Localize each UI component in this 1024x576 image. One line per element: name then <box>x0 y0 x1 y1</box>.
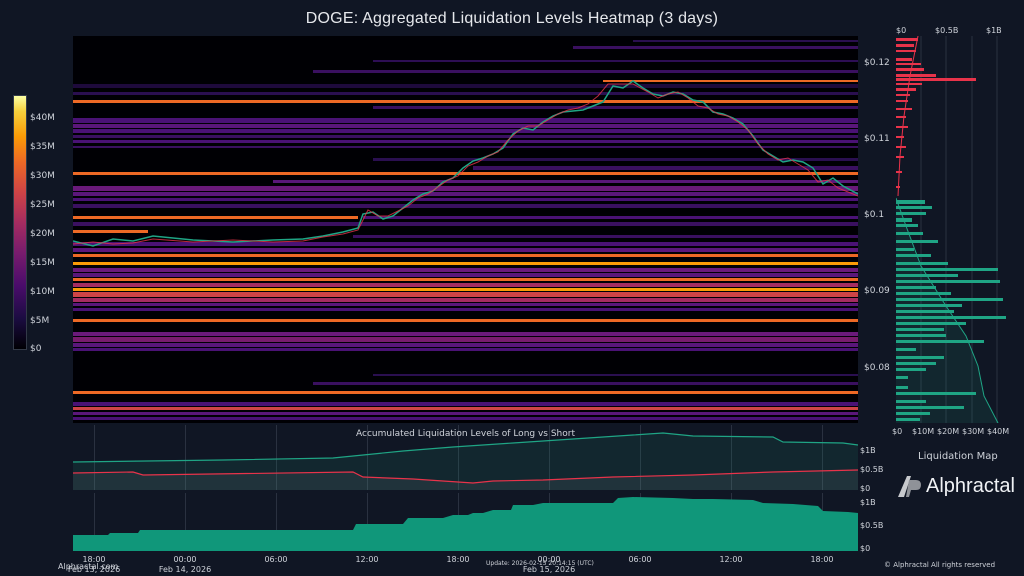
time-axis-label: 18:00 Feb 13, 2026 <box>67 555 121 574</box>
alphractal-logo-icon <box>898 476 921 497</box>
chart-title: DOGE: Aggregated Liquidation Levels Heat… <box>305 10 719 27</box>
colorbar-label: $15M <box>30 258 55 268</box>
colorbar-label: $25M <box>30 200 55 210</box>
accumulated-axis-label: $1B <box>860 446 876 455</box>
total-liquidation-panel[interactable] <box>73 493 858 551</box>
update-timestamp: Update: 2026-02-15 20:14:15 (UTC) <box>486 560 594 567</box>
colorbar-label: $30M <box>30 171 55 181</box>
liquidation-map-bars <box>895 35 1006 424</box>
accumulated-axis-label: $0.5B <box>860 465 884 474</box>
copyright: © Alphractal All rights reserved <box>884 561 996 569</box>
brand-name: Alphractal <box>926 474 1015 497</box>
total-liquidation-area <box>73 497 858 551</box>
colorbar <box>13 95 27 350</box>
time-axis-label: 06:00 <box>264 555 288 564</box>
liqmap-bottom-axis-label: $0 <box>892 427 903 436</box>
liquidation-heatmap[interactable] <box>73 36 858 423</box>
time-axis-label: 00:00 Feb 15, 2026 <box>522 555 576 574</box>
liquidation-map-chart[interactable] <box>895 35 1008 424</box>
time-axis-label: 18:00 <box>446 555 470 564</box>
liqmap-bottom-axis-label: $10M <box>912 427 935 436</box>
time-axis-label: 12:00 <box>355 555 379 564</box>
colorbar-label: $10M <box>30 287 55 297</box>
liquidation-map-title: Liquidation Map <box>918 451 998 462</box>
time-axis-label: 12:00 <box>719 555 743 564</box>
time-axis-label: 18:00 <box>810 555 834 564</box>
liqmap-top-axis-label: $0.5B <box>935 26 959 35</box>
time-axis-label: 00:00 Feb 14, 2026 <box>158 555 212 574</box>
accumulated-liquidation-panel[interactable]: Accumulated Liquidation Levels of Long v… <box>73 425 858 490</box>
total-axis-label: $0 <box>860 544 871 553</box>
liqmap-bottom-axis-label: $30M <box>962 427 985 436</box>
liqmap-top-axis-label: $0 <box>896 26 907 35</box>
liqmap-bottom-axis-label: $20M <box>937 427 960 436</box>
accumulated-panel-title: Accumulated Liquidation Levels of Long v… <box>356 429 575 439</box>
colorbar-label: $0 <box>30 344 42 354</box>
colorbar-label: $40M <box>30 113 55 123</box>
brand-site: Alphractal.com <box>58 562 119 571</box>
liqmap-bottom-axis-label: $40M <box>987 427 1010 436</box>
liqmap-top-axis-label: $1B <box>986 26 1002 35</box>
colorbar-label: $20M <box>30 229 55 239</box>
price-line <box>73 80 858 247</box>
colorbar-label: $5M <box>30 316 50 326</box>
total-axis-label: $1B <box>860 498 876 507</box>
long-short-lines <box>73 432 858 490</box>
total-axis-label: $0.5B <box>860 521 884 530</box>
time-axis-label: 06:00 <box>628 555 652 564</box>
price-axis-label: $0.12 <box>864 58 890 68</box>
accumulated-axis-label: $0 <box>860 484 871 493</box>
price-axis-label: $0.1 <box>864 210 885 220</box>
price-axis-label: $0.08 <box>864 363 890 373</box>
price-axis-label: $0.09 <box>864 286 890 296</box>
alphractal-logo: Alphractal <box>896 474 1015 498</box>
colorbar-label: $35M <box>30 142 55 152</box>
price-axis-label: $0.11 <box>864 134 890 144</box>
